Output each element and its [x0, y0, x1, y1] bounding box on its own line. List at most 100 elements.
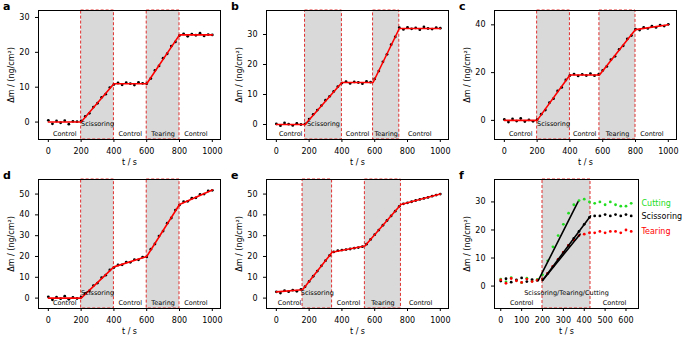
svg-text:Control: Control [409, 299, 433, 307]
svg-text:10: 10 [19, 273, 29, 282]
svg-text:Δm / (ng/cm²): Δm / (ng/cm²) [463, 47, 472, 103]
svg-text:1000: 1000 [430, 147, 450, 156]
svg-text:10: 10 [247, 90, 257, 99]
svg-text:30: 30 [247, 231, 257, 240]
svg-text:0: 0 [46, 147, 51, 156]
svg-text:Δm / (ng/cm²): Δm / (ng/cm²) [235, 216, 244, 272]
svg-text:400: 400 [334, 316, 349, 325]
svg-text:400: 400 [334, 147, 349, 156]
svg-text:20: 20 [475, 68, 485, 77]
svg-text:1000: 1000 [658, 147, 678, 156]
svg-text:20: 20 [247, 60, 257, 69]
svg-text:Cutting: Cutting [642, 199, 671, 208]
svg-text:Control: Control [53, 130, 77, 138]
svg-text:Tearing: Tearing [150, 299, 175, 307]
svg-text:0: 0 [480, 116, 485, 125]
svg-text:t / s: t / s [350, 158, 365, 167]
svg-text:30: 30 [247, 30, 257, 39]
svg-text:200: 200 [301, 147, 316, 156]
svg-text:Control: Control [509, 130, 533, 138]
svg-text:Scissoring: Scissoring [81, 289, 114, 297]
svg-text:10: 10 [475, 254, 485, 263]
svg-text:Tearing: Tearing [370, 299, 395, 307]
svg-text:Control: Control [573, 130, 597, 138]
svg-text:200: 200 [73, 316, 88, 325]
svg-text:600: 600 [367, 316, 382, 325]
svg-text:0: 0 [480, 282, 485, 291]
svg-text:30: 30 [475, 197, 485, 206]
svg-text:0: 0 [46, 316, 51, 325]
svg-text:0: 0 [252, 294, 257, 303]
svg-text:600: 600 [367, 147, 382, 156]
svg-text:100: 100 [514, 316, 529, 325]
svg-text:Control: Control [184, 130, 208, 138]
svg-text:Control: Control [408, 130, 432, 138]
svg-text:0: 0 [498, 316, 503, 325]
svg-text:Control: Control [346, 130, 370, 138]
svg-text:Scissoring/Tearing/Cutting: Scissoring/Tearing/Cutting [524, 289, 609, 297]
svg-text:200: 200 [301, 316, 316, 325]
svg-text:200: 200 [535, 316, 550, 325]
svg-text:400: 400 [106, 147, 121, 156]
svg-text:Tearing: Tearing [150, 130, 175, 138]
svg-text:600: 600 [139, 316, 154, 325]
svg-text:Δm / (ng/cm²): Δm / (ng/cm²) [235, 47, 244, 103]
svg-text:800: 800 [628, 147, 643, 156]
svg-text:Scissoring: Scissoring [537, 120, 570, 128]
svg-text:Tearing: Tearing [641, 227, 671, 236]
svg-text:1000: 1000 [430, 316, 450, 325]
svg-text:Δm / (ng/cm²): Δm / (ng/cm²) [7, 216, 16, 272]
svg-text:Δm / (ng/cm²): Δm / (ng/cm²) [463, 216, 472, 272]
svg-text:20: 20 [19, 252, 29, 261]
svg-text:Scissoring: Scissoring [301, 289, 334, 297]
svg-text:600: 600 [595, 147, 610, 156]
svg-text:Scissoring: Scissoring [81, 120, 114, 128]
svg-text:t / s: t / s [122, 327, 137, 336]
svg-text:800: 800 [400, 147, 415, 156]
svg-text:20: 20 [475, 226, 485, 235]
svg-text:Control: Control [603, 299, 627, 307]
svg-text:500: 500 [597, 316, 612, 325]
svg-text:Control: Control [279, 130, 303, 138]
svg-text:1000: 1000 [202, 316, 222, 325]
svg-text:40: 40 [19, 210, 29, 219]
svg-text:10: 10 [247, 273, 257, 282]
svg-text:50: 50 [247, 190, 257, 199]
svg-text:Control: Control [184, 299, 208, 307]
svg-text:Control: Control [640, 130, 664, 138]
svg-text:0: 0 [24, 118, 29, 127]
svg-text:20: 20 [247, 252, 257, 261]
svg-text:400: 400 [106, 316, 121, 325]
svg-text:600: 600 [618, 316, 633, 325]
svg-text:300: 300 [556, 316, 571, 325]
svg-text:t / s: t / s [578, 158, 593, 167]
svg-text:t / s: t / s [559, 327, 574, 336]
svg-text:30: 30 [19, 231, 29, 240]
svg-text:t / s: t / s [350, 327, 365, 336]
svg-text:400: 400 [577, 316, 592, 325]
svg-text:Tearing: Tearing [373, 130, 398, 138]
svg-text:Control: Control [53, 299, 77, 307]
svg-text:0: 0 [274, 147, 279, 156]
svg-text:0: 0 [274, 316, 279, 325]
svg-text:0: 0 [502, 147, 507, 156]
svg-text:Control: Control [337, 299, 361, 307]
svg-text:Tearing: Tearing [605, 130, 630, 138]
svg-text:800: 800 [172, 316, 187, 325]
svg-text:200: 200 [73, 147, 88, 156]
svg-text:1000: 1000 [202, 147, 222, 156]
svg-text:20: 20 [19, 48, 29, 57]
svg-text:Control: Control [119, 130, 143, 138]
svg-text:Δm / (ng/cm²): Δm / (ng/cm²) [7, 47, 16, 103]
svg-text:Control: Control [119, 299, 143, 307]
svg-text:200: 200 [529, 147, 544, 156]
svg-text:Control: Control [278, 299, 302, 307]
svg-text:Scissoring: Scissoring [642, 212, 683, 221]
svg-text:800: 800 [400, 316, 415, 325]
svg-text:Control: Control [510, 299, 534, 307]
svg-text:800: 800 [172, 147, 187, 156]
svg-text:0: 0 [24, 294, 29, 303]
svg-text:0: 0 [252, 120, 257, 129]
svg-text:400: 400 [562, 147, 577, 156]
svg-text:50: 50 [19, 190, 29, 199]
